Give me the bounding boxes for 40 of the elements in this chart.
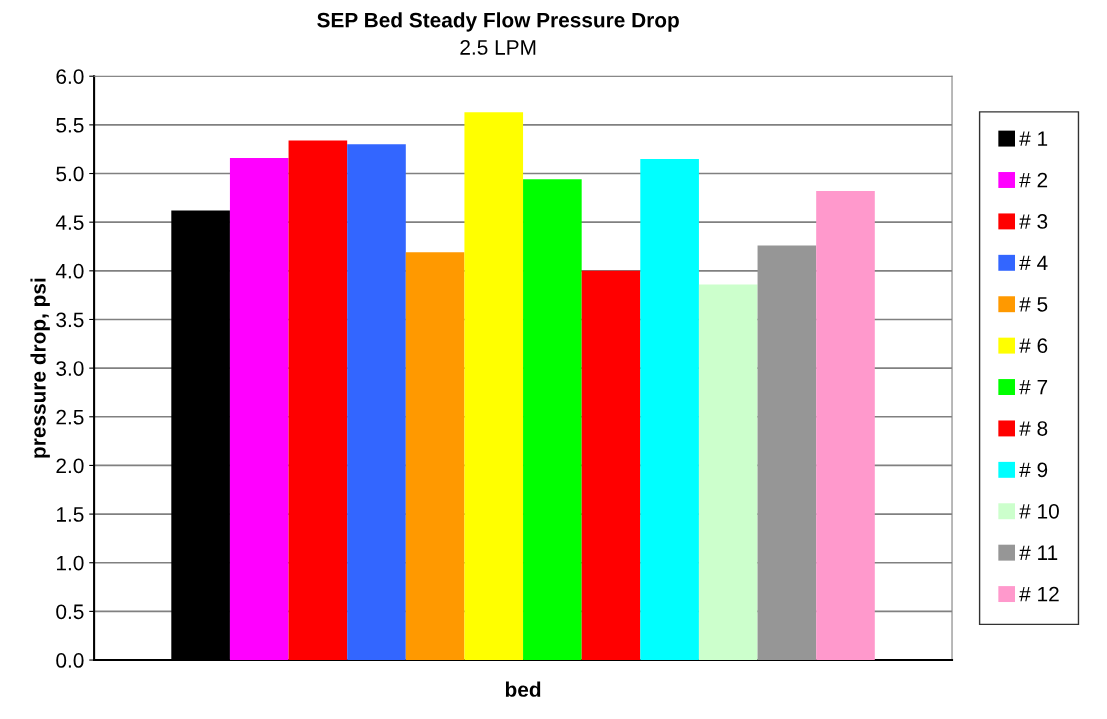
y-tick-label: 3.5	[56, 312, 84, 328]
chart-title: SEP Bed Steady Flow Pressure Drop	[317, 12, 679, 32]
legend-label: # 3	[1019, 214, 1048, 229]
y-tick-label: 2.0	[56, 458, 84, 474]
bar	[405, 252, 465, 661]
bar	[347, 144, 406, 661]
legend-label: # 6	[1019, 338, 1048, 354]
legend-label: # 8	[1019, 421, 1048, 436]
legend-label: # 11	[1019, 545, 1058, 560]
y-axis-title: pressure drop, psi	[30, 278, 50, 458]
bar	[698, 284, 758, 661]
bar	[757, 245, 817, 661]
chart-subtitle: 2.5 LPM	[460, 40, 536, 55]
y-tick-label: 1.0	[57, 555, 84, 571]
bar	[816, 191, 875, 661]
y-tick-label: 0.5	[56, 604, 84, 620]
y-tick-label: 3.0	[56, 361, 84, 376]
y-tick-label: 1.5	[57, 507, 84, 522]
legend-label: # 10	[1019, 503, 1059, 519]
legend-label: # 4	[1019, 255, 1048, 271]
bar	[464, 112, 524, 661]
y-tick-label: 4.5	[55, 215, 84, 230]
legend-label: # 12	[1019, 586, 1059, 602]
y-tick-label: 6.0	[56, 69, 84, 84]
bar	[229, 157, 289, 661]
y-tick-label: 2.5	[56, 409, 84, 425]
bar	[640, 158, 699, 661]
legend-label: # 1	[1019, 131, 1048, 146]
x-axis-title: bed	[505, 681, 541, 697]
y-tick-label: 0.0	[56, 653, 84, 668]
y-tick-label: 4.0	[55, 263, 84, 279]
legend-label: # 7	[1019, 379, 1048, 395]
bar	[523, 179, 582, 661]
legend-label: # 9	[1019, 462, 1048, 478]
y-tick-label: 5.0	[56, 166, 84, 182]
bar	[288, 140, 348, 661]
legend-label: # 2	[1019, 172, 1048, 188]
legend-label: # 5	[1019, 297, 1048, 312]
y-tick-label: 5.5	[56, 118, 84, 133]
bar	[581, 270, 641, 661]
